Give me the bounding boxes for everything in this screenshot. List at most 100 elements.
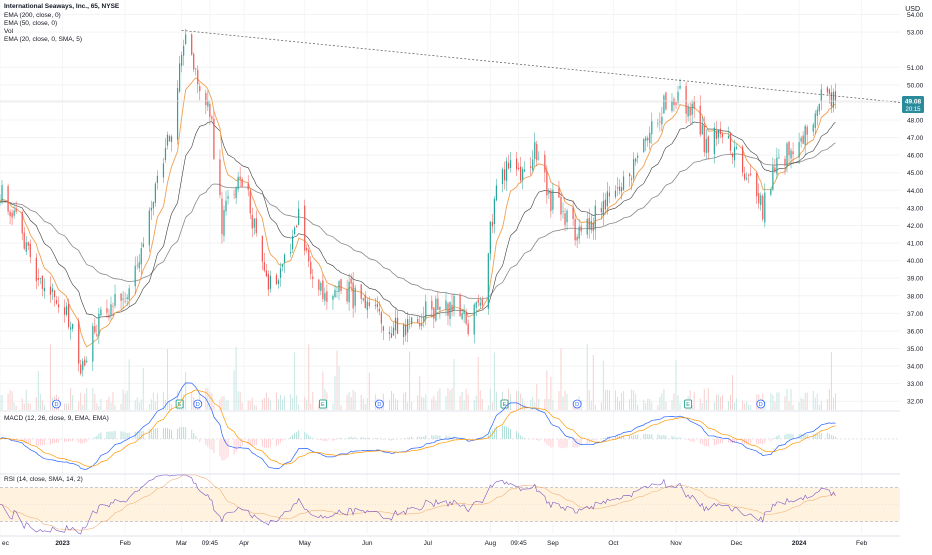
volume-bar bbox=[339, 366, 340, 410]
volume-bar bbox=[391, 391, 392, 410]
volume-bar bbox=[336, 351, 337, 410]
candle-body bbox=[758, 193, 759, 203]
volume-bar bbox=[815, 398, 816, 410]
candle-body bbox=[167, 135, 168, 146]
volume-bar bbox=[84, 394, 85, 410]
volume-bar bbox=[750, 405, 751, 410]
candle-body bbox=[266, 271, 267, 277]
volume-bar bbox=[296, 395, 297, 410]
candle-body bbox=[714, 128, 715, 154]
time-tick-label: May bbox=[299, 540, 312, 547]
macd-histogram-bar bbox=[510, 429, 511, 439]
macd-histogram-bar bbox=[591, 439, 592, 442]
macd-histogram-bar bbox=[296, 432, 297, 439]
volume-bar bbox=[236, 347, 237, 410]
macd-histogram-bar bbox=[700, 439, 701, 444]
macd-histogram-bar bbox=[774, 438, 775, 439]
candle-body bbox=[92, 326, 93, 361]
indicator-ema200-label[interactable]: EMA (200, close, 0) bbox=[4, 12, 61, 20]
candle-body bbox=[262, 236, 263, 262]
volume-bar bbox=[694, 392, 695, 410]
volume-bar bbox=[26, 390, 27, 410]
candle-body bbox=[127, 297, 128, 299]
macd-histogram-bar bbox=[332, 439, 333, 441]
volume-bar bbox=[276, 393, 277, 410]
macd-histogram-bar bbox=[54, 439, 55, 443]
volume-bar bbox=[355, 392, 356, 410]
macd-histogram-bar bbox=[748, 439, 749, 444]
candle-body bbox=[762, 196, 763, 219]
volume-bar bbox=[82, 405, 83, 410]
macd-histogram-bar bbox=[24, 439, 25, 443]
volume-bar bbox=[135, 400, 136, 410]
indicator-ema20-label[interactable]: EMA (20, close, 0, SMA, 5) bbox=[4, 36, 82, 44]
candle-body bbox=[756, 173, 757, 196]
candle-body bbox=[742, 146, 743, 172]
candle-body bbox=[407, 319, 408, 332]
candle-body bbox=[635, 159, 636, 162]
volume-bar bbox=[361, 395, 362, 410]
macd-histogram-bar bbox=[42, 439, 43, 445]
price-tick-label: 40.00 bbox=[907, 258, 924, 265]
price-tick-label: 38.00 bbox=[907, 293, 924, 300]
candle-body bbox=[66, 306, 67, 315]
candle-body bbox=[122, 298, 123, 299]
candle-body bbox=[397, 318, 398, 334]
volume-bar bbox=[460, 396, 461, 410]
candle-body bbox=[56, 300, 57, 304]
volume-bar bbox=[108, 397, 109, 410]
price-axis[interactable]: 54.0053.0051.0050.0049.0048.0047.0046.00… bbox=[900, 0, 932, 550]
candle-body bbox=[827, 87, 828, 92]
candle-body bbox=[1, 185, 2, 200]
macd-histogram-bar bbox=[411, 437, 412, 439]
candle-body bbox=[435, 299, 436, 321]
candle-body bbox=[595, 206, 596, 230]
indicator-ema50-label[interactable]: EMA (50, close, 0) bbox=[4, 20, 57, 28]
candle-body bbox=[106, 308, 107, 313]
candle-body bbox=[143, 244, 144, 247]
candle-body bbox=[155, 184, 156, 203]
candle-body bbox=[502, 169, 503, 184]
candle-body bbox=[284, 254, 285, 262]
macd-title[interactable]: MACD (12, 26, close, 9, EMA, EMA) bbox=[4, 415, 109, 422]
candle-body bbox=[649, 133, 650, 143]
candle-body bbox=[395, 318, 396, 330]
candle-body bbox=[577, 237, 578, 241]
dividend-marker-label: D bbox=[759, 402, 763, 408]
volume-bar bbox=[213, 404, 214, 410]
price-tick-label: 50.00 bbox=[907, 82, 924, 89]
candle-body bbox=[694, 102, 695, 109]
candle-body bbox=[82, 361, 83, 370]
candle-body bbox=[411, 318, 412, 325]
candle-body bbox=[351, 279, 352, 284]
volume-bar bbox=[706, 400, 707, 410]
macd-histogram-bar bbox=[389, 439, 390, 440]
rsi-title[interactable]: RSI (14, close, SMA, 14, 2) bbox=[4, 476, 83, 483]
candle-body bbox=[181, 55, 182, 66]
candle-body bbox=[730, 133, 731, 151]
volume-bar bbox=[530, 400, 531, 410]
indicator-vol-label[interactable]: Vol bbox=[4, 28, 13, 36]
candle-body bbox=[788, 142, 789, 155]
trendline[interactable] bbox=[0, 30, 900, 102]
candle-body bbox=[22, 212, 23, 233]
macd-histogram-bar bbox=[355, 437, 356, 439]
volume-bar bbox=[137, 397, 138, 410]
volume-bar bbox=[211, 393, 212, 410]
candle-body bbox=[813, 124, 814, 131]
macd-histogram-bar bbox=[121, 431, 122, 439]
candle-body bbox=[704, 126, 705, 152]
candle-body bbox=[383, 327, 384, 331]
candle-body bbox=[205, 93, 206, 105]
macd-histogram-bar bbox=[266, 439, 267, 448]
macd-histogram-bar bbox=[665, 435, 666, 438]
volume-bar bbox=[744, 404, 745, 410]
macd-histogram-bar bbox=[52, 439, 53, 444]
volume-bar bbox=[98, 406, 99, 410]
volume-bar bbox=[587, 344, 588, 410]
volume-bar bbox=[447, 388, 448, 410]
